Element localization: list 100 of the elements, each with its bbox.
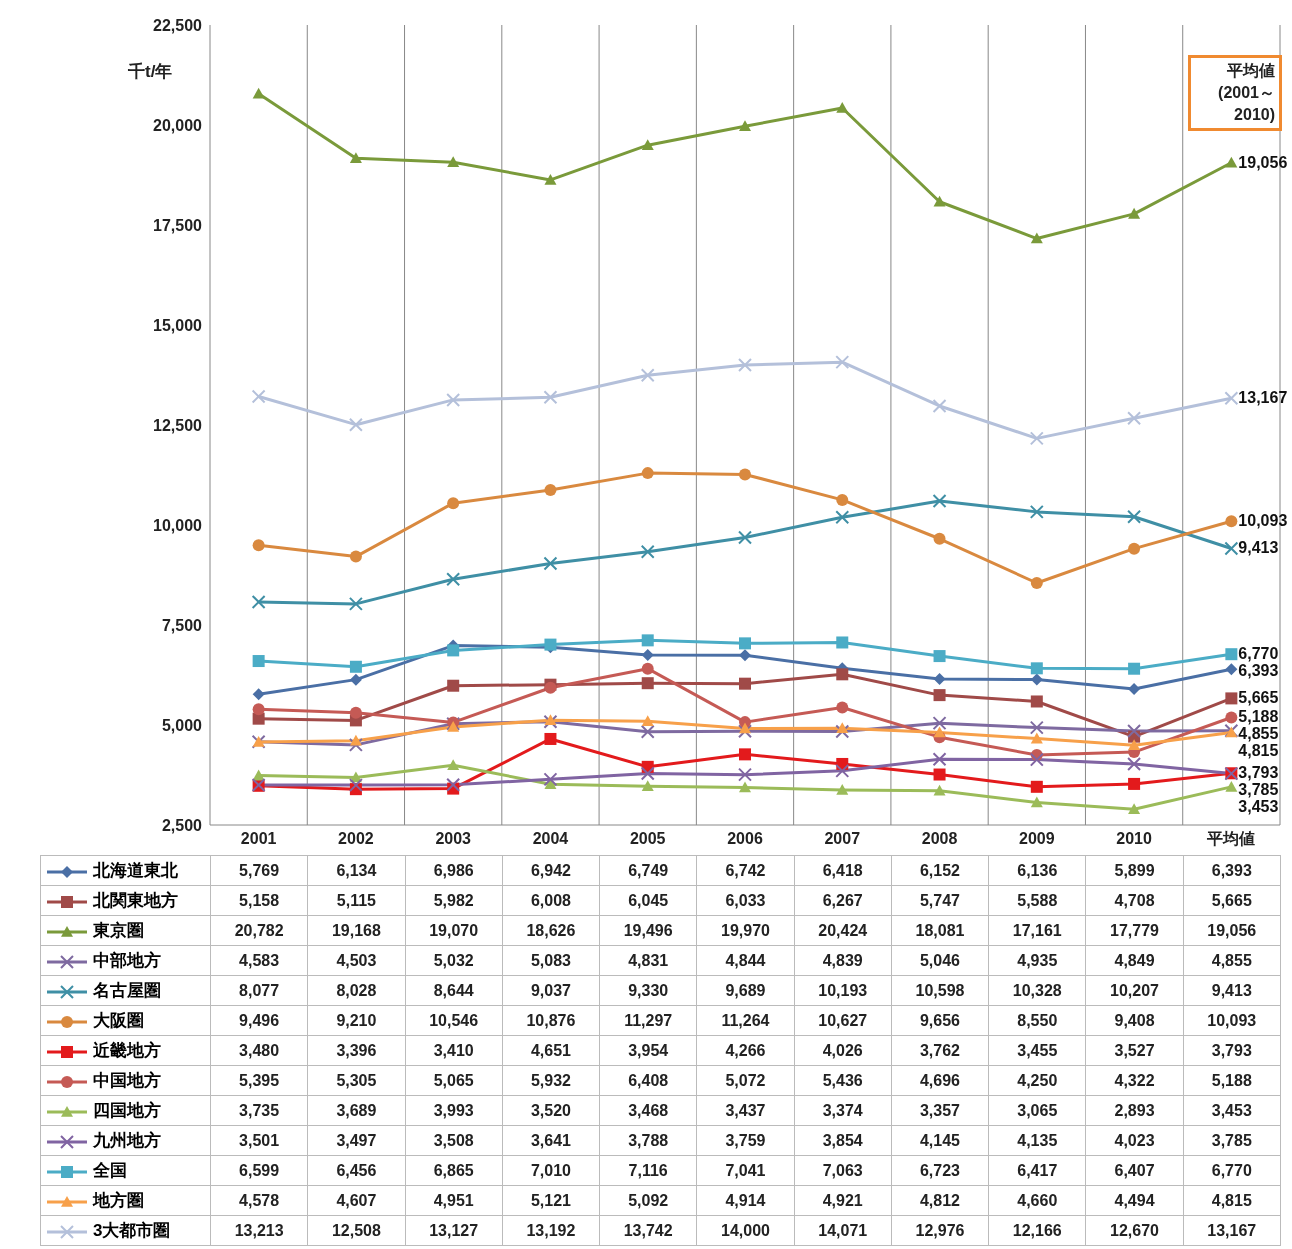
x-tick-label: 2006 bbox=[727, 830, 763, 848]
x-tick-label: 2005 bbox=[629, 830, 666, 848]
data-label: 10,627 bbox=[794, 1005, 892, 1036]
data-label: 13,127 bbox=[405, 1215, 503, 1246]
data-label: 13,167 bbox=[1183, 1215, 1281, 1246]
data-label: 6,152 bbox=[891, 855, 989, 886]
data-label: 4,607 bbox=[307, 1185, 406, 1216]
x-tick-label: 2010 bbox=[1116, 830, 1152, 848]
data-label: 3,374 bbox=[794, 1095, 892, 1126]
y-tick-label: 20,000 bbox=[153, 116, 203, 134]
y-tick-label: 22,500 bbox=[153, 16, 203, 34]
data-label: 12,976 bbox=[891, 1215, 989, 1246]
data-label: 12,670 bbox=[1085, 1215, 1184, 1246]
data-label: 3,357 bbox=[891, 1095, 989, 1126]
text: 3,793 bbox=[1238, 764, 1279, 782]
data-label: 13,192 bbox=[502, 1215, 600, 1246]
data-label: 6,723 bbox=[891, 1155, 989, 1186]
data-label: 7,116 bbox=[599, 1155, 697, 1186]
data-label: 19,070 bbox=[405, 915, 503, 946]
data-label: 3,785 bbox=[1183, 1125, 1281, 1156]
data-label: 5,046 bbox=[891, 945, 989, 976]
data-label: 6,267 bbox=[794, 885, 892, 916]
data-label: 10,207 bbox=[1085, 975, 1184, 1006]
data-label: 3,468 bbox=[599, 1095, 697, 1126]
data-label: 7,063 bbox=[794, 1155, 892, 1186]
data-label: 9,330 bbox=[599, 975, 697, 1006]
data-label: 17,161 bbox=[988, 915, 1086, 946]
data-label: 6,742 bbox=[696, 855, 795, 886]
text: 6,770 bbox=[1238, 645, 1279, 663]
data-label: 4,935 bbox=[988, 945, 1086, 976]
legend-label: 大阪圏 bbox=[93, 1011, 144, 1030]
data-label: 6,942 bbox=[502, 855, 600, 886]
data-label: 6,136 bbox=[988, 855, 1086, 886]
data-label: 9,656 bbox=[891, 1005, 989, 1036]
data-label: 3,641 bbox=[502, 1125, 600, 1156]
data-label: 13,742 bbox=[599, 1215, 697, 1246]
text: 19,056 bbox=[1238, 153, 1288, 171]
legend-label: 全国 bbox=[93, 1161, 127, 1180]
data-label: 9,408 bbox=[1085, 1005, 1184, 1036]
data-label: 3,497 bbox=[307, 1125, 406, 1156]
data-label: 4,708 bbox=[1085, 885, 1184, 916]
data-label: 4,135 bbox=[988, 1125, 1086, 1156]
data-label: 3,854 bbox=[794, 1125, 892, 1156]
data-label: 11,264 bbox=[696, 1005, 795, 1036]
y-axis-title: 千t/年 bbox=[128, 61, 173, 83]
x-tick-label: 平均値 bbox=[1206, 830, 1256, 848]
data-label: 10,193 bbox=[794, 975, 892, 1006]
data-label: 5,395 bbox=[210, 1065, 308, 1096]
data-label: 4,583 bbox=[210, 945, 308, 976]
y-tick-label: 5,000 bbox=[161, 716, 203, 734]
data-label: 4,023 bbox=[1085, 1125, 1184, 1156]
data-label: 4,815 bbox=[1183, 1185, 1281, 1216]
data-label: 4,266 bbox=[696, 1035, 795, 1066]
text: 3,785 bbox=[1238, 781, 1279, 799]
data-label: 12,166 bbox=[988, 1215, 1086, 1246]
data-label: 6,033 bbox=[696, 885, 795, 916]
data-label: 3,993 bbox=[405, 1095, 503, 1126]
text: 4,815 bbox=[1238, 742, 1279, 760]
data-label: 4,831 bbox=[599, 945, 697, 976]
data-label: 4,855 bbox=[1183, 945, 1281, 976]
x-tick-label: 2001 bbox=[240, 830, 277, 848]
data-label: 5,305 bbox=[307, 1065, 406, 1096]
data-label: 5,665 bbox=[1183, 885, 1281, 916]
data-label: 4,026 bbox=[794, 1035, 892, 1066]
legend-label: 中国地方 bbox=[93, 1071, 161, 1090]
data-label: 10,598 bbox=[891, 975, 989, 1006]
x-tick-label: 2003 bbox=[435, 830, 472, 848]
data-label: 4,660 bbox=[988, 1185, 1086, 1216]
data-label: 3,410 bbox=[405, 1035, 503, 1066]
data-label: 9,210 bbox=[307, 1005, 406, 1036]
legend-label: 近畿地方 bbox=[93, 1041, 161, 1060]
data-label: 4,250 bbox=[988, 1065, 1086, 1096]
data-label: 5,092 bbox=[599, 1185, 697, 1216]
y-tick-label: 10,000 bbox=[153, 516, 203, 534]
data-label: 3,508 bbox=[405, 1125, 503, 1156]
data-label: 5,982 bbox=[405, 885, 503, 916]
data-label: 8,028 bbox=[307, 975, 406, 1006]
text: 5,188 bbox=[1238, 708, 1279, 726]
data-label: 10,546 bbox=[405, 1005, 503, 1036]
y-tick-label: 12,500 bbox=[153, 416, 203, 434]
data-label: 6,407 bbox=[1085, 1155, 1184, 1186]
x-tick-label: 2002 bbox=[338, 830, 374, 848]
data-label: 4,503 bbox=[307, 945, 406, 976]
legend-label: 四国地方 bbox=[93, 1101, 161, 1120]
data-label: 18,626 bbox=[502, 915, 600, 946]
data-label: 4,921 bbox=[794, 1185, 892, 1216]
legend-label: 九州地方 bbox=[93, 1131, 161, 1150]
data-label: 6,408 bbox=[599, 1065, 697, 1096]
text: 3,453 bbox=[1238, 798, 1279, 816]
data-label: 9,413 bbox=[1183, 975, 1281, 1006]
data-label: 3,762 bbox=[891, 1035, 989, 1066]
data-label: 19,168 bbox=[307, 915, 406, 946]
data-label: 3,954 bbox=[599, 1035, 697, 1066]
data-label: 6,393 bbox=[1183, 855, 1281, 886]
data-label: 7,010 bbox=[502, 1155, 600, 1186]
data-label: 9,496 bbox=[210, 1005, 308, 1036]
data-label: 3,453 bbox=[1183, 1095, 1281, 1126]
data-label: 3,759 bbox=[696, 1125, 795, 1156]
data-label: 19,496 bbox=[599, 915, 697, 946]
data-label: 4,914 bbox=[696, 1185, 795, 1216]
